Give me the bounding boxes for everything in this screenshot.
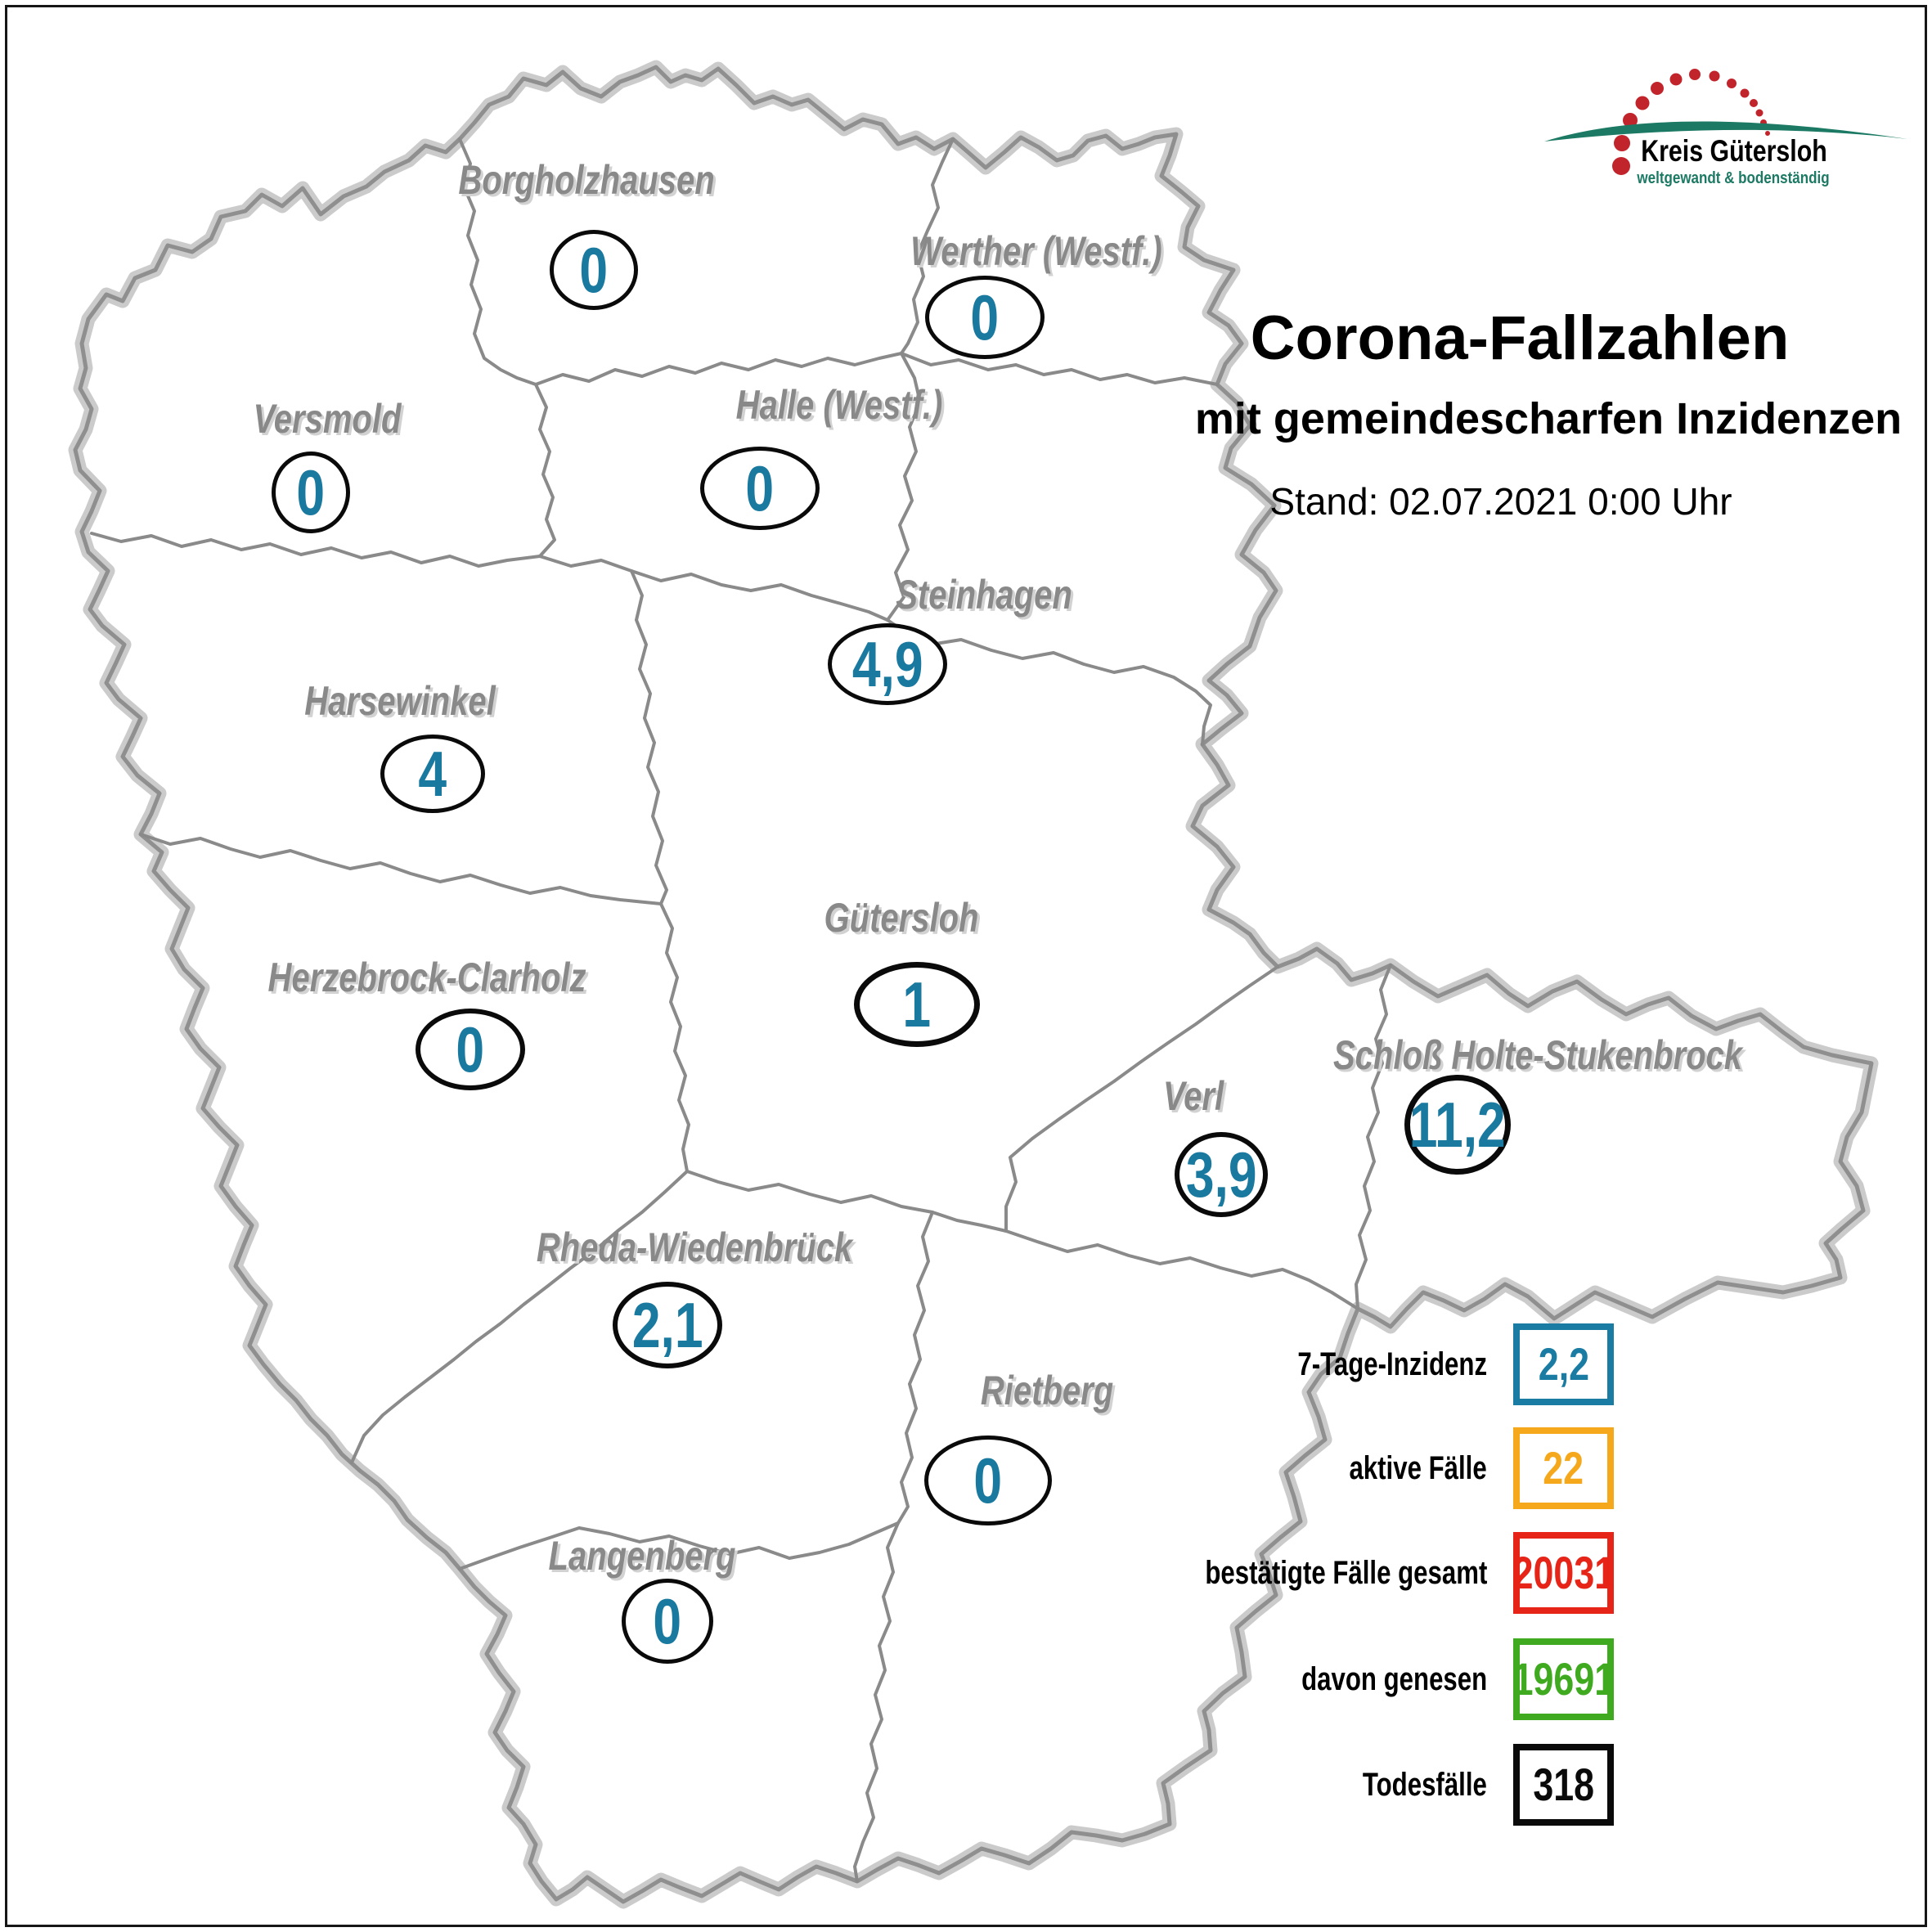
logo-swoosh [1544, 121, 1907, 142]
incidence-ellipse-steinhagen: 4,9 [828, 623, 947, 705]
municipality-label-langenberg: Langenberg [548, 1533, 736, 1579]
incidence-ellipse-versmold: 0 [272, 452, 350, 533]
incidence-ellipse-rheda-wiedenbr-ck: 2,1 [613, 1282, 722, 1368]
incidence-ellipse-verl: 3,9 [1175, 1132, 1268, 1217]
incidence-value-werther-westf: 0 [970, 281, 1000, 353]
incidence-value-herzebrock-clarholz: 0 [456, 1013, 485, 1085]
municipality-label-schlo-holte-stukenbrock: Schloß Holte-Stukenbrock [1332, 1032, 1743, 1078]
incidence-ellipse-schlo-holte-stukenbrock: 11,2 [1404, 1075, 1511, 1175]
incidence-ellipse-g-tersloh: 1 [854, 962, 980, 1047]
municipality-label-rheda-wiedenbr-ck: Rheda-Wiedenbrück [536, 1224, 853, 1270]
logo-tagline: weltgewandt & bodenständig [1637, 169, 1830, 187]
legend-label-aktive-f-lle: aktive Fälle [1349, 1450, 1487, 1486]
municipality-label-herzebrock-clarholz: Herzebrock-Clarholz [267, 955, 586, 1000]
page-title: Corona-Fallzahlen [1250, 303, 1790, 373]
incidence-value-langenberg: 0 [653, 1585, 682, 1657]
municipality-label-versmold: Versmold [253, 396, 402, 442]
legend-label-best-tigte-f-lle-gesamt: bestätigte Fälle gesamt [1204, 1555, 1487, 1591]
legend-label-davon-genesen: davon genesen [1301, 1661, 1487, 1697]
municipality-label-verl: Verl [1162, 1073, 1224, 1119]
legend-box-todesf-lle: 318 [1513, 1744, 1614, 1826]
municipality-label-borgholzhausen: Borgholzhausen [458, 157, 715, 203]
incidence-ellipse-rietberg: 0 [924, 1436, 1052, 1525]
incidence-ellipse-borgholzhausen: 0 [550, 230, 638, 310]
kreis-guetersloh-logo [1544, 69, 1907, 175]
district-outer-boundary [73, 65, 1874, 1904]
incidence-ellipse-werther-westf: 0 [925, 276, 1045, 359]
legend-value-best-tigte-f-lle-gesamt: 20031 [1512, 1547, 1615, 1598]
incidence-value-versmold: 0 [296, 456, 326, 528]
legend-box-aktive-f-lle: 22 [1513, 1427, 1614, 1509]
municipality-label-halle-westf: Halle (Westf.) [735, 382, 943, 428]
incidence-value-rietberg: 0 [973, 1445, 1003, 1516]
incidence-ellipse-harsewinkel: 4 [380, 735, 485, 813]
incidence-value-verl: 3,9 [1185, 1139, 1257, 1211]
incidence-value-schlo-holte-stukenbrock: 11,2 [1409, 1089, 1507, 1161]
municipality-label-harsewinkel: Harsewinkel [304, 678, 496, 724]
incidence-value-borgholzhausen: 0 [579, 234, 609, 306]
legend-label-7-tage-inzidenz: 7-Tage-Inzidenz [1297, 1346, 1487, 1382]
legend-value-davon-genesen: 19691 [1512, 1653, 1615, 1705]
status-date: Stand: 02.07.2021 0:00 Uhr [1269, 480, 1732, 523]
legend-value-7-tage-inzidenz: 2,2 [1538, 1338, 1589, 1390]
municipality-label-rietberg: Rietberg [980, 1368, 1114, 1413]
incidence-value-harsewinkel: 4 [418, 738, 447, 810]
logo-name: Kreis Gütersloh [1641, 134, 1827, 168]
municipality-label-g-tersloh: Gütersloh [824, 895, 979, 941]
incidence-ellipse-halle-westf: 0 [700, 447, 820, 530]
legend-box-best-tigte-f-lle-gesamt: 20031 [1512, 1532, 1615, 1614]
incidence-value-halle-westf: 0 [745, 452, 775, 524]
legend-box-7-tage-inzidenz: 2,2 [1513, 1323, 1614, 1405]
incidence-value-steinhagen: 4,9 [851, 628, 923, 700]
legend-box-davon-genesen: 19691 [1512, 1638, 1615, 1720]
incidence-ellipse-herzebrock-clarholz: 0 [416, 1009, 525, 1090]
municipal-borders [90, 137, 1392, 1883]
legend-value-todesf-lle: 318 [1533, 1759, 1594, 1810]
incidence-ellipse-langenberg: 0 [622, 1579, 713, 1664]
incidence-value-rheda-wiedenbr-ck: 2,1 [631, 1289, 703, 1361]
municipality-label-steinhagen: Steinhagen [896, 572, 1072, 618]
logo-dot-arc [1612, 69, 1770, 175]
legend-value-aktive-f-lle: 22 [1543, 1442, 1584, 1494]
legend-label-todesf-lle: Todesfälle [1362, 1767, 1487, 1803]
page-subtitle: mit gemeindescharfen Inzidenzen [1194, 394, 1903, 443]
incidence-value-g-tersloh: 1 [902, 968, 932, 1040]
municipality-label-werther-westf: Werther (Westf.) [910, 228, 1162, 274]
